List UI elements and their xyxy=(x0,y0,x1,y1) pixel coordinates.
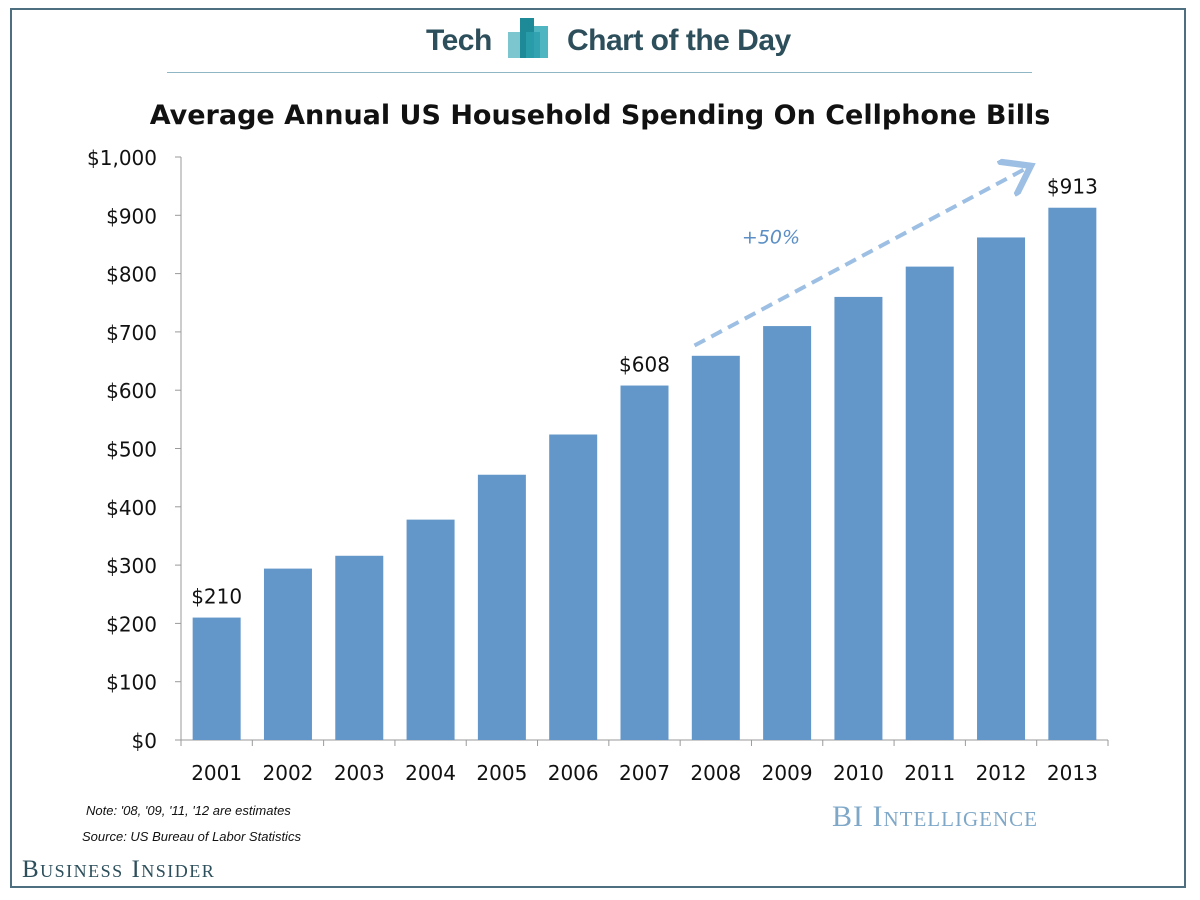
y-tick-label: $0 xyxy=(132,729,157,753)
bar-2002 xyxy=(263,568,312,740)
bar-2004 xyxy=(406,519,455,740)
x-tick-label: 2008 xyxy=(690,761,741,785)
bar-2005 xyxy=(477,474,526,740)
data-label: $608 xyxy=(619,353,670,377)
x-tick-label: 2010 xyxy=(833,761,884,785)
chart-title: Average Annual US Household Spending On … xyxy=(149,100,1051,131)
x-tick-label: 2004 xyxy=(405,761,456,785)
bi-intelligence-logo: BI Intelligence xyxy=(832,800,1038,833)
bar-2009 xyxy=(763,326,812,740)
y-tick-label: $600 xyxy=(106,379,157,403)
x-axis: 2001 2002 2003 2004 2005 2006 2007 2008 2009 2010… xyxy=(180,739,1109,785)
y-tick-label: $500 xyxy=(106,438,157,462)
x-tick-label: 2009 xyxy=(762,761,813,785)
chart-logo-icon xyxy=(508,18,548,58)
x-tick-label: 2006 xyxy=(548,761,599,785)
y-tick-label: $1,000 xyxy=(87,146,157,170)
y-tick-label: $200 xyxy=(106,612,157,636)
bar-2001 xyxy=(192,617,241,740)
bars xyxy=(192,207,1097,741)
source-note: Source: US Bureau of Labor Statistics xyxy=(82,829,301,844)
section-label: Tech xyxy=(426,24,492,57)
x-tick-label: 2003 xyxy=(334,761,385,785)
bar-2013 xyxy=(1048,207,1097,740)
x-tick-label: 2001 xyxy=(191,761,242,785)
y-axis: $0 $100 $200 $300 $400 $500 $600 $700 $800 $900 $1… xyxy=(87,146,182,753)
y-tick-label: $300 xyxy=(106,554,157,578)
x-tick-label: 2013 xyxy=(1047,761,1098,785)
growth-label: +50% xyxy=(742,226,800,248)
x-tick-label: 2002 xyxy=(263,761,314,785)
data-label: $913 xyxy=(1047,175,1098,199)
data-label: $210 xyxy=(191,585,242,609)
bar-2010 xyxy=(834,296,883,740)
growth-arrow xyxy=(693,168,1028,348)
chart-frame xyxy=(10,8,1186,888)
business-insider-logo: Business Insider xyxy=(22,856,216,883)
bar-2008 xyxy=(691,355,740,740)
x-tick-label: 2012 xyxy=(976,761,1027,785)
growth-annotation: +50% xyxy=(693,168,1028,348)
footnote: Note: '08, '09, '11, '12 are estimates xyxy=(86,803,291,818)
x-tick-label: 2011 xyxy=(904,761,955,785)
y-tick-label: $700 xyxy=(106,321,157,345)
bar-2003 xyxy=(335,555,384,740)
bar-2011 xyxy=(905,266,954,740)
bar-2012 xyxy=(977,237,1026,741)
bar-2006 xyxy=(549,434,598,740)
header-divider xyxy=(167,72,1032,73)
series-label: Chart of the Day xyxy=(567,24,791,57)
x-tick-label: 2005 xyxy=(476,761,527,785)
y-tick-label: $100 xyxy=(106,671,157,695)
y-tick-label: $800 xyxy=(106,263,157,287)
y-tick-label: $400 xyxy=(106,496,157,520)
data-labels: $210 $608 $913 xyxy=(191,175,1098,609)
y-tick-label: $900 xyxy=(106,204,157,228)
x-tick-label: 2007 xyxy=(619,761,670,785)
bar-2007 xyxy=(620,385,669,740)
header: Tech Chart of the Day xyxy=(0,18,1200,68)
